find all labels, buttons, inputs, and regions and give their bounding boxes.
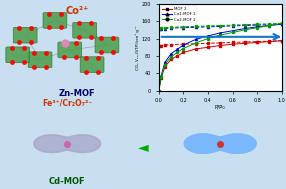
FancyBboxPatch shape: [58, 42, 82, 58]
Polygon shape: [34, 135, 101, 153]
FancyBboxPatch shape: [73, 22, 97, 38]
Polygon shape: [184, 134, 256, 153]
FancyBboxPatch shape: [43, 12, 67, 28]
FancyBboxPatch shape: [80, 57, 104, 73]
X-axis label: P/P₀: P/P₀: [215, 105, 226, 110]
Polygon shape: [34, 135, 101, 153]
FancyBboxPatch shape: [28, 52, 52, 68]
Legend: MOF 2, Co1-MOF 2, Co2-MOF 2: MOF 2, Co1-MOF 2, Co2-MOF 2: [161, 6, 197, 23]
Text: ◄: ◄: [138, 140, 148, 154]
Polygon shape: [34, 135, 101, 153]
Polygon shape: [184, 134, 256, 153]
Text: Co²⁺: Co²⁺: [65, 5, 89, 15]
Polygon shape: [184, 134, 256, 153]
FancyBboxPatch shape: [6, 47, 30, 63]
Text: Fe³⁺/Cr₂O₇²⁻: Fe³⁺/Cr₂O₇²⁻: [42, 98, 92, 108]
FancyBboxPatch shape: [13, 27, 37, 43]
Text: Zn-MOF: Zn-MOF: [59, 89, 96, 98]
Polygon shape: [184, 134, 256, 153]
Y-axis label: CO₂ Vₐₑₛ(STP)/cm³ g⁻¹: CO₂ Vₐₑₛ(STP)/cm³ g⁻¹: [136, 25, 140, 70]
Polygon shape: [34, 135, 100, 153]
Text: Cd-MOF: Cd-MOF: [49, 177, 86, 186]
FancyBboxPatch shape: [95, 37, 119, 53]
